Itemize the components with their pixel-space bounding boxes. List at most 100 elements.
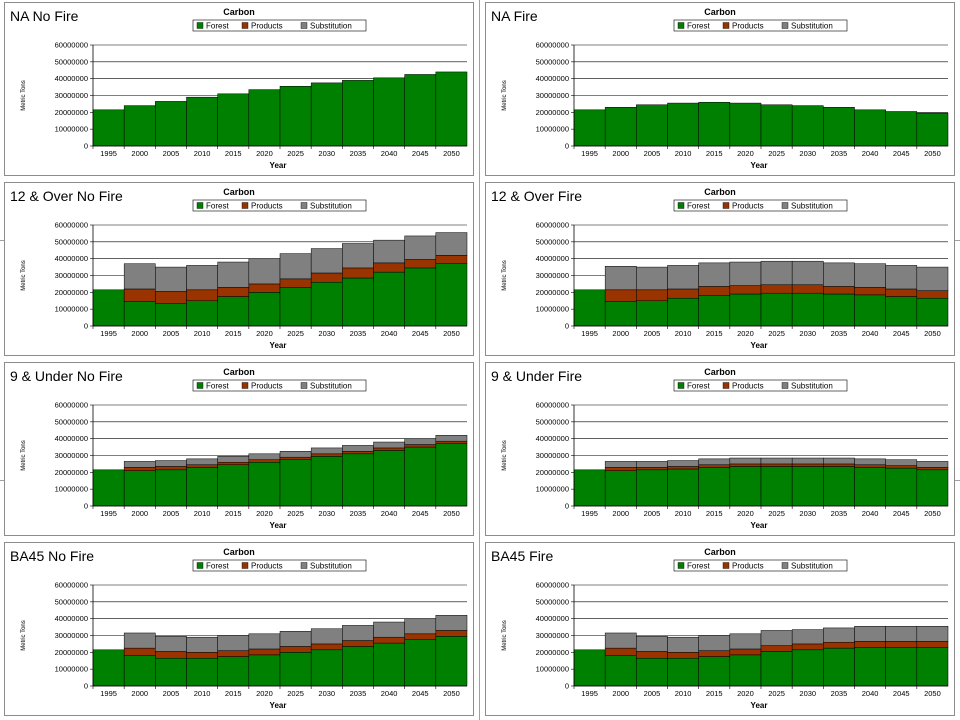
- y-tick-label: 0: [84, 322, 88, 331]
- legend-entry: Products: [251, 202, 283, 211]
- bar-forest-segment: [823, 466, 855, 507]
- bar-substitution-segment: [791, 260, 824, 286]
- x-tick-label: 2035: [831, 329, 848, 338]
- bar-forest-segment: [854, 294, 886, 327]
- legend-box: [192, 379, 367, 392]
- bar-forest-segment: [123, 470, 156, 507]
- bar-forest-segment: [760, 292, 793, 327]
- bar-forest-segment: [279, 85, 312, 147]
- x-tick-label: 2020: [737, 689, 754, 698]
- x-axis-label: Year: [751, 521, 768, 530]
- x-axis-label: Year: [270, 701, 287, 710]
- bar-substitution-segment: [217, 456, 250, 463]
- bar-products-segment: [248, 459, 281, 463]
- right-edge-tick: [954, 240, 960, 241]
- left-edge-tick: [0, 480, 6, 481]
- bar-substitution-segment: [373, 621, 405, 638]
- legend-swatch: [677, 202, 685, 209]
- x-tick-label: 2030: [799, 329, 816, 338]
- y-axis-label: Metric Tons: [502, 260, 508, 291]
- x-tick-label: 2015: [225, 509, 242, 518]
- y-tick-label: 50000000: [536, 417, 569, 426]
- legend-entry: Substitution: [791, 562, 833, 571]
- bar-substitution-segment: [310, 248, 343, 274]
- x-tick-label: 2010: [194, 689, 211, 698]
- legend-entry: Products: [251, 382, 283, 391]
- y-tick-label: 40000000: [536, 434, 569, 443]
- x-tick-label: 2035: [831, 689, 848, 698]
- y-tick-label: 0: [565, 322, 569, 331]
- legend-swatch: [722, 382, 730, 389]
- bar-forest-segment: [92, 649, 125, 687]
- bar-products-segment: [791, 284, 824, 294]
- legend-entry: Forest: [687, 382, 710, 391]
- bar-substitution-segment: [342, 445, 374, 452]
- bar-substitution-segment: [155, 266, 187, 292]
- y-tick-label: 10000000: [55, 665, 88, 674]
- x-tick-label: 2050: [924, 149, 941, 158]
- bar-forest-segment: [123, 105, 156, 147]
- bar-forest-segment: [636, 469, 668, 507]
- legend-entry: Substitution: [310, 22, 352, 31]
- bar-forest-segment: [373, 271, 405, 327]
- bar-forest-segment: [885, 467, 918, 507]
- bar-substitution-segment: [823, 457, 855, 465]
- bar-forest-segment: [310, 649, 343, 687]
- y-tick-label: 20000000: [536, 288, 569, 297]
- bar-substitution-segment: [123, 461, 156, 468]
- panel-title: NA Fire: [491, 8, 538, 24]
- x-tick-label: 2040: [381, 329, 398, 338]
- bar-products-segment: [155, 651, 187, 659]
- bar-forest-segment: [404, 267, 437, 327]
- y-axis-label: Metric Tons: [21, 440, 27, 471]
- bar-products-segment: [155, 466, 187, 471]
- bar-forest-segment: [885, 296, 918, 327]
- panel-title: 9 & Under No Fire: [10, 368, 123, 384]
- bar-forest-segment: [823, 647, 855, 687]
- x-tick-label: 2050: [443, 689, 460, 698]
- chart-title: Carbon: [704, 187, 736, 197]
- bar-forest-segment: [186, 467, 218, 507]
- panel-title: 12 & Over Fire: [491, 188, 583, 204]
- bar-substitution-segment: [854, 625, 886, 642]
- legend-entry: Products: [732, 562, 764, 571]
- bar-products-segment: [791, 463, 824, 467]
- bar-products-segment: [217, 287, 250, 297]
- bar-forest-segment: [854, 109, 886, 147]
- bar-forest-segment: [217, 656, 250, 687]
- bar-forest-segment: [155, 657, 187, 687]
- y-tick-label: 60000000: [55, 41, 88, 50]
- legend-entry: Substitution: [791, 382, 833, 391]
- bar-products-segment: [342, 267, 374, 279]
- bar-substitution-segment: [729, 457, 762, 465]
- bar-substitution-segment: [698, 458, 731, 466]
- chart-title: Carbon: [223, 367, 255, 377]
- x-tick-label: 2045: [412, 329, 429, 338]
- bar-forest-segment: [155, 303, 187, 327]
- bar-forest-segment: [667, 297, 699, 327]
- bar-forest-segment: [667, 102, 699, 147]
- bar-products-segment: [636, 289, 668, 302]
- x-tick-label: 2005: [163, 329, 180, 338]
- bar-forest-segment: [698, 656, 731, 687]
- y-axis-label: Metric Tons: [21, 620, 27, 651]
- legend-entry: Products: [732, 382, 764, 391]
- y-tick-label: 40000000: [55, 614, 88, 623]
- bar-forest-segment: [698, 295, 731, 327]
- legend-swatch: [677, 382, 685, 389]
- bar-forest-segment: [636, 657, 668, 687]
- legend-entry: Products: [732, 202, 764, 211]
- legend-swatch: [196, 382, 204, 389]
- bar-products-segment: [155, 291, 187, 304]
- bar-forest-segment: [823, 107, 855, 147]
- y-tick-label: 40000000: [55, 74, 88, 83]
- x-tick-label: 2010: [675, 149, 692, 158]
- bar-substitution-segment: [604, 632, 637, 649]
- legend-swatch: [722, 22, 730, 29]
- y-tick-label: 10000000: [55, 305, 88, 314]
- x-tick-label: 2010: [675, 329, 692, 338]
- x-tick-label: 2050: [924, 509, 941, 518]
- bar-products-segment: [760, 645, 793, 652]
- bar-forest-segment: [760, 104, 793, 147]
- y-tick-label: 10000000: [55, 485, 88, 494]
